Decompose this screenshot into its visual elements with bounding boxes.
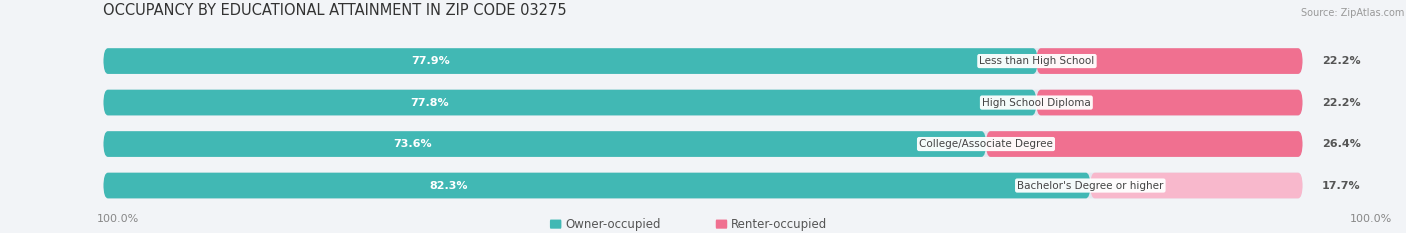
Text: Less than High School: Less than High School bbox=[980, 56, 1095, 66]
FancyBboxPatch shape bbox=[104, 131, 1302, 157]
Text: 77.9%: 77.9% bbox=[411, 56, 450, 66]
Text: 100.0%: 100.0% bbox=[97, 214, 139, 224]
Text: High School Diploma: High School Diploma bbox=[981, 98, 1091, 108]
FancyBboxPatch shape bbox=[550, 219, 561, 229]
Text: 17.7%: 17.7% bbox=[1322, 181, 1361, 191]
Text: 100.0%: 100.0% bbox=[1350, 214, 1392, 224]
Text: 73.6%: 73.6% bbox=[394, 139, 432, 149]
FancyBboxPatch shape bbox=[1090, 173, 1302, 198]
Text: Source: ZipAtlas.com: Source: ZipAtlas.com bbox=[1301, 8, 1405, 18]
FancyBboxPatch shape bbox=[104, 173, 1090, 198]
Text: 22.2%: 22.2% bbox=[1322, 98, 1361, 108]
FancyBboxPatch shape bbox=[1036, 48, 1302, 74]
Text: Bachelor's Degree or higher: Bachelor's Degree or higher bbox=[1017, 181, 1164, 191]
FancyBboxPatch shape bbox=[104, 48, 1038, 74]
Text: Renter-occupied: Renter-occupied bbox=[731, 218, 827, 231]
FancyBboxPatch shape bbox=[986, 131, 1302, 157]
Text: 26.4%: 26.4% bbox=[1322, 139, 1361, 149]
Text: 22.2%: 22.2% bbox=[1322, 56, 1361, 66]
FancyBboxPatch shape bbox=[716, 219, 727, 229]
FancyBboxPatch shape bbox=[104, 90, 1302, 115]
FancyBboxPatch shape bbox=[104, 131, 986, 157]
Text: OCCUPANCY BY EDUCATIONAL ATTAINMENT IN ZIP CODE 03275: OCCUPANCY BY EDUCATIONAL ATTAINMENT IN Z… bbox=[104, 3, 567, 18]
FancyBboxPatch shape bbox=[104, 48, 1302, 74]
Text: 77.8%: 77.8% bbox=[411, 98, 450, 108]
FancyBboxPatch shape bbox=[104, 90, 1036, 115]
Text: 82.3%: 82.3% bbox=[430, 181, 468, 191]
Text: College/Associate Degree: College/Associate Degree bbox=[920, 139, 1053, 149]
FancyBboxPatch shape bbox=[104, 173, 1302, 198]
FancyBboxPatch shape bbox=[1036, 90, 1302, 115]
Text: Owner-occupied: Owner-occupied bbox=[565, 218, 661, 231]
